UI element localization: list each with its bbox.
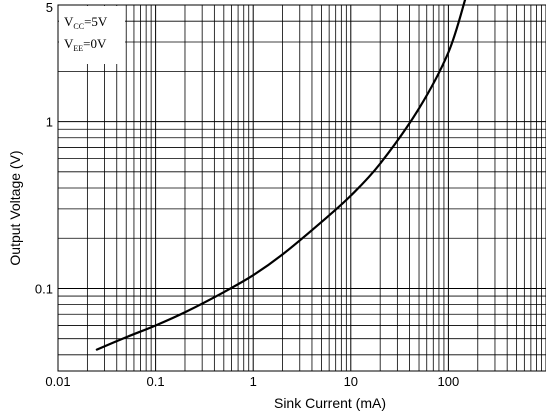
x-tick-label: 10 — [344, 374, 358, 389]
series-group — [95, 0, 467, 351]
data-point — [418, 107, 420, 110]
data-point — [350, 195, 352, 197]
y-tick-label: 1 — [46, 115, 53, 130]
legend-background — [59, 6, 125, 64]
data-point — [379, 163, 381, 165]
legend: VCC=5V VEE=0V — [59, 6, 125, 64]
x-tick-label: 0.01 — [45, 374, 70, 389]
data-point — [281, 253, 284, 255]
x-tick-label: 1 — [250, 374, 257, 389]
data-point — [252, 274, 254, 276]
y-axis-label: Output Voltage (V) — [7, 150, 23, 265]
y-tick-label: 5 — [46, 0, 53, 15]
x-tick-label: 100 — [438, 374, 460, 389]
data-point — [125, 336, 127, 338]
data-point — [184, 311, 186, 313]
legend-entry: VEE=0V — [64, 36, 107, 53]
legend-entry: VCC=5V — [64, 14, 108, 31]
x-axis-label: Sink Current (mA) — [274, 395, 386, 411]
x-tick-label: 0.1 — [147, 374, 165, 389]
data-point — [96, 348, 98, 351]
series-line — [95, 0, 467, 351]
grid — [57, 4, 546, 371]
data-point — [447, 51, 449, 53]
data-point — [320, 221, 323, 223]
data-point — [155, 324, 157, 327]
tick-labels: 0.01 0.1 1 10 100 0.1 1 5 — [35, 0, 459, 389]
y-tick-label: 0.1 — [35, 281, 53, 296]
data-point — [223, 291, 225, 293]
plot-frame — [57, 4, 546, 372]
